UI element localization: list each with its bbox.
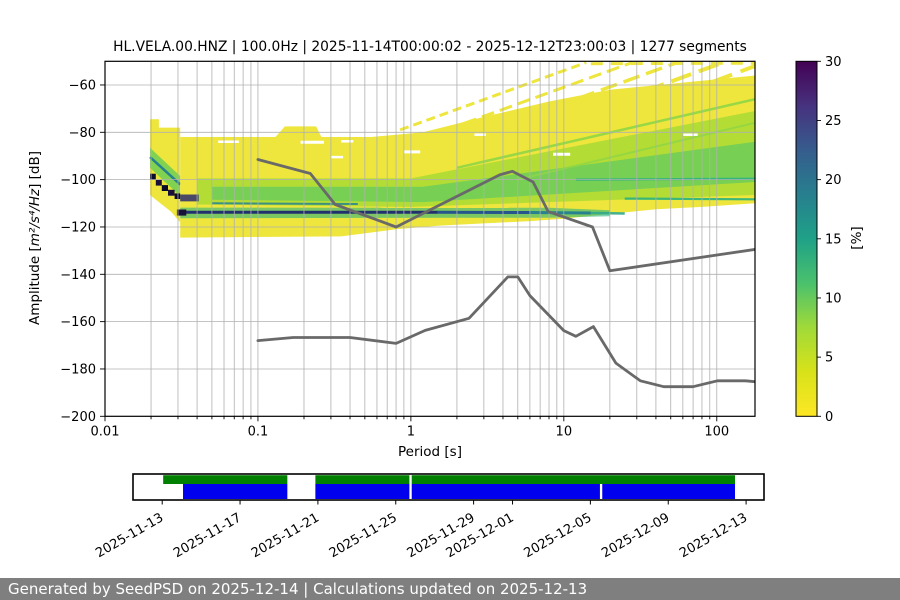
streak-1 — [399, 61, 587, 132]
y-tick-label: −180 — [60, 362, 96, 377]
x-tick-label: 100 — [704, 424, 729, 439]
colorbar-tick-label: 15 — [825, 232, 842, 247]
green-band-core — [211, 141, 755, 203]
y-tick-label: −100 — [60, 173, 96, 188]
colorbar-tick-label: 0 — [825, 410, 833, 425]
teal-line-right-lower — [624, 197, 755, 201]
dark-cell-1 — [150, 173, 156, 180]
timeline-blue-segment — [602, 484, 735, 499]
x-axis-ticks: 0.01 0.1 1 10 100 — [91, 416, 729, 439]
x-axis-label: Period [s] — [398, 444, 462, 460]
nlnm-line — [256, 275, 755, 389]
y-tick-label: −120 — [60, 220, 96, 235]
streak-3 — [487, 61, 678, 133]
y-axis-label: Amplitude [m²/s⁴/Hz] [dB] — [27, 151, 43, 325]
footer-text: Generated by SeedPSD on 2025-12-14 | Cal… — [8, 580, 587, 598]
y-tick-label: −60 — [69, 78, 96, 93]
y-axis-label-suffix: ] [dB] — [27, 151, 43, 189]
timeline-blue-segment — [315, 484, 410, 499]
colorbar-label: [%] — [849, 226, 865, 249]
grid-lines — [105, 61, 755, 417]
plot-border — [104, 60, 756, 417]
streak-2 — [445, 61, 633, 132]
colorbar-tick-label: 5 — [825, 351, 833, 366]
dark-cell-2 — [155, 179, 162, 186]
x-tick-label: 0.01 — [91, 424, 120, 439]
colorbar-tick-label: 30 — [825, 55, 842, 70]
dark-cell-6 — [176, 209, 187, 216]
dark-cell-3 — [161, 185, 168, 191]
colorbar-tick-label: 20 — [825, 173, 842, 188]
colorbar-tick-label: 10 — [825, 291, 842, 306]
plot-title: HL.VELA.00.HNZ | 100.0Hz | 2025-11-14T00… — [113, 39, 747, 55]
navy-core-3 — [529, 211, 591, 215]
y-axis-label-math: m²/s⁴/Hz — [27, 188, 43, 246]
y-tick-label: −80 — [69, 126, 96, 141]
timeline-green-segment — [411, 475, 735, 484]
timeline-green-segment — [315, 475, 410, 484]
noise-model-lines — [256, 158, 755, 389]
y-tick-label: −200 — [60, 410, 96, 425]
y-axis-ticks: −60 −80 −100 −120 −140 −160 −180 −200 — [60, 78, 105, 425]
y-tick-label: −160 — [60, 315, 96, 330]
footer-bar — [0, 578, 900, 600]
dark-patch — [180, 194, 199, 202]
dark-cell-4 — [168, 189, 175, 196]
navy-core-4 — [590, 211, 625, 215]
green-diagonal-streak-1 — [456, 97, 755, 170]
timeline-bars — [163, 475, 735, 499]
dark-cell-5 — [174, 193, 181, 199]
y-tick-label: −140 — [60, 268, 96, 283]
timeline-blue-segment — [411, 484, 600, 499]
x-tick-label: 10 — [556, 424, 573, 439]
timeline-blue-segment — [183, 484, 288, 499]
timeline-green-segment — [163, 475, 288, 484]
colorbar — [795, 60, 818, 417]
streak-top-row — [590, 61, 755, 66]
x-tick-label: 1 — [407, 424, 415, 439]
x-tick-label: 0.1 — [248, 424, 269, 439]
colorbar-ticks: 0 5 10 15 20 25 30 — [817, 55, 842, 425]
streak-5 — [580, 64, 755, 133]
streak-4 — [534, 61, 724, 133]
nhnm-line — [256, 158, 755, 273]
y-axis-label-prefix: Amplitude [ — [27, 246, 43, 325]
colorbar-tick-label: 25 — [825, 114, 842, 129]
